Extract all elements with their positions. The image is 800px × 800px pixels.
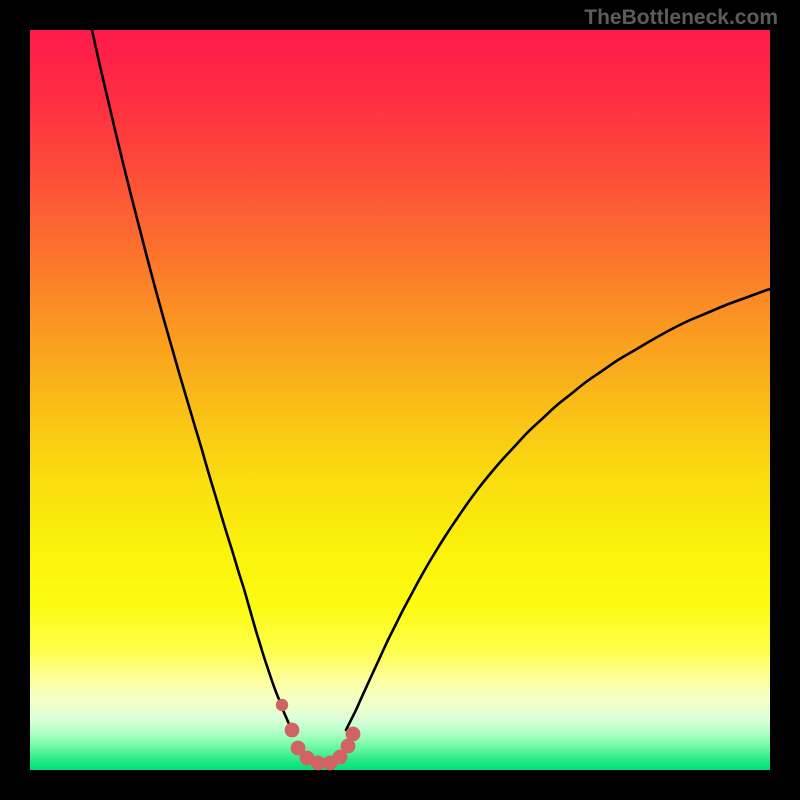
valley-dots (285, 723, 361, 771)
watermark-text: TheBottleneck.com (584, 6, 778, 30)
plot-area (30, 30, 770, 770)
chart-svg (30, 30, 770, 770)
curve-left (92, 30, 292, 730)
curve-right (346, 289, 770, 730)
extra-dot (276, 699, 288, 711)
